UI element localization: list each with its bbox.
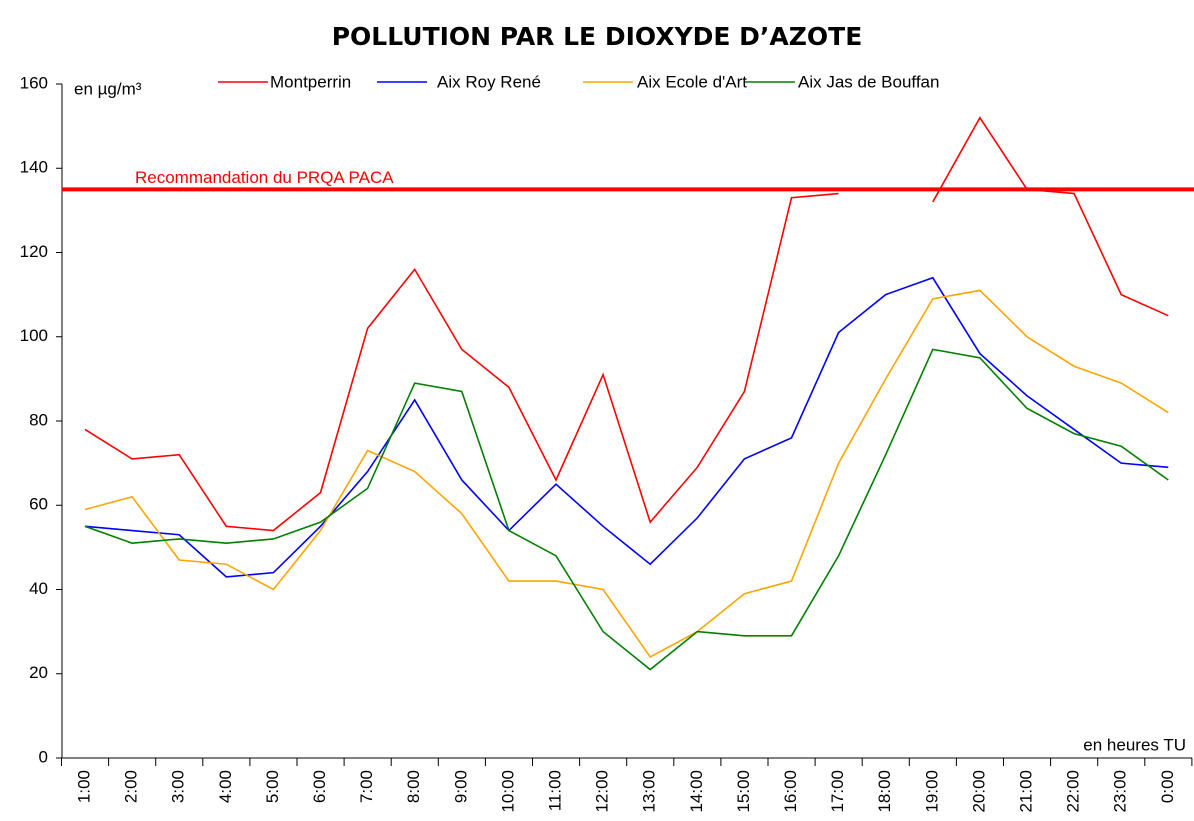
- x-tick-label: 19:00: [922, 770, 941, 813]
- x-axis-label: en heures TU: [1083, 735, 1186, 754]
- x-tick-label: 2:00: [122, 770, 141, 803]
- x-tick-label: 13:00: [640, 770, 659, 813]
- x-tick-label: 6:00: [310, 770, 329, 803]
- x-tick-label: 8:00: [404, 770, 423, 803]
- x-tick-label: 11:00: [545, 770, 564, 811]
- legend-label: Montperrin: [270, 72, 351, 91]
- x-tick-label: 5:00: [263, 770, 282, 803]
- x-tick-label: 1:00: [74, 770, 93, 803]
- y-tick-label: 80: [29, 410, 48, 429]
- x-tick-label: 21:00: [1016, 770, 1035, 813]
- series-line: [84, 276, 1169, 578]
- x-tick-label: 20:00: [969, 770, 988, 813]
- x-tick-label: 9:00: [451, 770, 470, 803]
- legend-label: Aix Roy René: [437, 72, 541, 91]
- x-tick-label: 12:00: [593, 770, 612, 813]
- x-tick-label: 4:00: [216, 770, 235, 803]
- y-tick-label: 120: [20, 242, 48, 261]
- x-tick-label: 3:00: [169, 770, 188, 803]
- y-tick-label: 20: [29, 663, 48, 682]
- reference-label: Recommandation du PRQA PACA: [135, 168, 394, 187]
- y-tick-label: 0: [39, 747, 48, 766]
- x-tick-label: 23:00: [1111, 770, 1130, 813]
- x-tick-label: 10:00: [498, 770, 517, 813]
- x-tick-label: 15:00: [734, 770, 753, 813]
- series-line: [84, 116, 1169, 532]
- x-tick-label: 0:00: [1158, 770, 1177, 803]
- y-axis-label: en µg/m³: [74, 79, 142, 98]
- y-tick-label: 60: [29, 495, 48, 514]
- x-tick-label: 18:00: [875, 770, 894, 813]
- x-tick-label: 16:00: [781, 770, 800, 813]
- x-tick-label: 14:00: [687, 770, 706, 813]
- series-line: [84, 348, 1169, 671]
- y-tick-label: 100: [20, 326, 48, 345]
- legend-label: Aix Ecole d'Art: [637, 72, 747, 91]
- series-line: [84, 289, 1169, 658]
- chart-title: POLLUTION PAR LE DIOXYDE D’AZOTE: [332, 22, 863, 51]
- x-tick-label: 22:00: [1064, 770, 1083, 813]
- legend-label: Aix Jas de Bouffan: [798, 72, 939, 91]
- x-tick-label: 17:00: [828, 770, 847, 813]
- x-tick-label: 7:00: [357, 770, 376, 803]
- y-tick-label: 160: [20, 73, 48, 92]
- y-tick-label: 40: [29, 579, 48, 598]
- y-tick-label: 140: [20, 158, 48, 177]
